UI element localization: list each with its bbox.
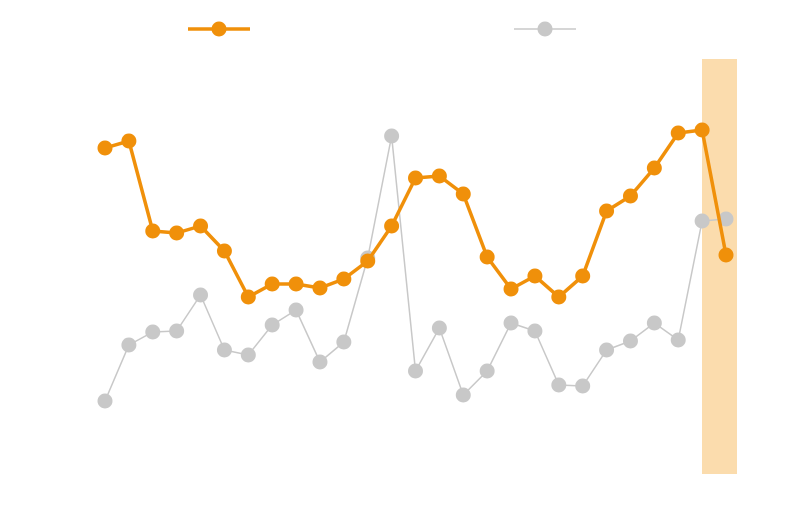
data-point <box>336 271 352 287</box>
data-point <box>670 125 686 141</box>
data-point <box>599 203 615 219</box>
data-point <box>312 280 328 296</box>
data-point <box>622 333 638 349</box>
data-point <box>121 337 137 353</box>
data-point <box>288 302 304 318</box>
data-point <box>408 363 423 379</box>
data-point <box>384 128 400 144</box>
data-point <box>431 320 447 336</box>
data-point <box>575 268 591 284</box>
data-point <box>408 170 423 186</box>
data-point <box>336 334 352 350</box>
data-point <box>360 253 376 269</box>
data-point <box>145 324 161 340</box>
data-point <box>455 387 471 403</box>
data-point <box>145 223 161 239</box>
data-point <box>575 378 591 394</box>
data-point <box>718 211 734 227</box>
legend-marker <box>537 21 553 37</box>
data-point <box>646 315 662 331</box>
data-point <box>169 225 185 241</box>
data-point <box>551 289 567 305</box>
data-point <box>527 323 543 339</box>
series-line <box>104 128 728 299</box>
data-point <box>216 243 232 259</box>
data-point <box>121 133 137 149</box>
data-point <box>264 317 280 333</box>
data-point <box>670 332 686 348</box>
data-point <box>288 276 304 292</box>
data-point <box>193 218 209 234</box>
data-point <box>503 281 519 297</box>
data-point <box>694 213 710 229</box>
data-point <box>264 276 280 292</box>
data-point <box>694 122 710 138</box>
data-point <box>479 249 495 265</box>
data-point <box>455 186 471 202</box>
legend-marker <box>211 21 227 37</box>
data-point <box>240 347 256 363</box>
highlight-band <box>702 59 737 474</box>
data-point <box>216 342 232 358</box>
data-point <box>312 354 328 370</box>
data-point <box>527 268 543 284</box>
data-point <box>479 363 495 379</box>
data-point <box>240 289 256 305</box>
data-point <box>622 188 638 204</box>
data-point <box>97 393 113 409</box>
data-point <box>718 247 734 263</box>
data-point <box>599 342 615 358</box>
data-point <box>169 323 185 339</box>
data-point <box>384 218 400 234</box>
data-point <box>646 160 662 176</box>
data-point <box>431 168 447 184</box>
data-point <box>97 140 113 156</box>
data-point <box>193 287 209 303</box>
data-point <box>503 315 519 331</box>
data-point <box>551 377 567 393</box>
legend <box>188 21 576 37</box>
